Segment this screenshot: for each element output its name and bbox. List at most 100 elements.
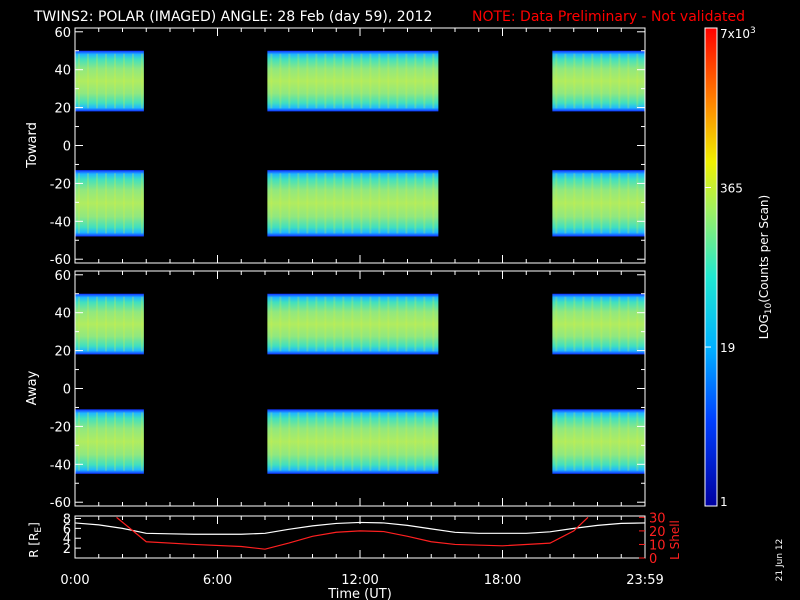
toward-data-stripe [618, 173, 621, 234]
away-data-stripe [315, 412, 318, 471]
toward-data-stripe [423, 53, 426, 109]
toward-data-stripe [396, 53, 399, 109]
toward-data-stripe [315, 173, 318, 234]
away-data-stripe [600, 296, 603, 352]
away-data-stripe [342, 296, 345, 352]
toward-data-stripe [270, 53, 273, 109]
lshell-line [116, 516, 589, 550]
toward-data-block [75, 50, 144, 112]
away-data-stripe [387, 296, 390, 352]
away-data-stripe [114, 412, 116, 471]
radius-tick-label: 2 [63, 542, 71, 557]
generation-date: 21 Jun 12 [775, 539, 785, 582]
away-data-stripe [432, 412, 435, 471]
radius-axis-label: R [RE] [27, 522, 44, 558]
toward-data-stripe [279, 173, 282, 234]
toward-data-stripe [432, 53, 435, 109]
away-data-stripe [132, 296, 134, 352]
toward-data-stripe [114, 173, 116, 234]
toward-data-stripe [369, 173, 372, 234]
away-data-stripe [333, 296, 336, 352]
away-data-stripe [279, 296, 282, 352]
away-ytick-label: 40 [54, 307, 71, 322]
away-data-block [267, 293, 439, 355]
radius-tick-label: 8 [63, 512, 71, 527]
away-data-stripe [114, 296, 116, 352]
toward-data-stripe [555, 53, 558, 109]
away-data-stripe [414, 412, 417, 471]
toward-ytick-label: 40 [54, 64, 71, 79]
away-data-stripe [582, 296, 585, 352]
lshell-tick-label: 20 [649, 525, 666, 540]
colorbar-tick-label: 19 [720, 341, 735, 355]
away-data-stripe [270, 296, 273, 352]
away-data-stripe [105, 412, 107, 471]
toward-ytick-label: 20 [54, 102, 71, 117]
away-data-stripe [609, 412, 612, 471]
time-tick-label: 12:00 [341, 573, 378, 588]
toward-data-block [267, 170, 439, 237]
away-ytick-label: -40 [50, 458, 71, 473]
toward-data-stripe [351, 53, 354, 109]
toward-data-stripe [582, 173, 585, 234]
toward-data-stripe [141, 173, 143, 234]
away-data-stripe [573, 412, 576, 471]
away-data-stripe [564, 412, 567, 471]
away-data-stripe [96, 296, 98, 352]
away-data-block [75, 293, 144, 355]
toward-ytick-label: 0 [63, 140, 71, 155]
away-data-stripe [396, 296, 399, 352]
time-tick-label: 0:00 [60, 573, 89, 588]
toward-data-stripe [360, 53, 363, 109]
toward-data-stripe [306, 173, 309, 234]
away-data-stripe [132, 412, 134, 471]
away-data-stripe [351, 412, 354, 471]
away-ytick-label: 60 [54, 269, 71, 284]
colorbar-max-label: 7x103 [720, 26, 756, 41]
toward-data-stripe [573, 173, 576, 234]
toward-data-block [75, 170, 144, 237]
away-data-stripe [342, 412, 345, 471]
toward-data-stripe [609, 53, 612, 109]
toward-ylabel: Toward [25, 122, 40, 169]
away-data-stripe [96, 412, 98, 471]
away-data-stripe [324, 296, 327, 352]
away-data-stripe [270, 412, 273, 471]
toward-data-stripe [609, 173, 612, 234]
away-data-stripe [423, 412, 426, 471]
lshell-axis-label: L Shell [668, 520, 682, 560]
toward-data-stripe [78, 53, 80, 109]
away-data-stripe [288, 412, 291, 471]
toward-data-stripe [591, 173, 594, 234]
time-axis-label: Time (UT) [327, 587, 392, 600]
toward-data-stripe [333, 53, 336, 109]
toward-data-stripe [288, 53, 291, 109]
toward-data-stripe [387, 173, 390, 234]
lshell-tick-label: 0 [649, 552, 657, 567]
away-ytick-label: 20 [54, 345, 71, 360]
toward-data-stripe [600, 173, 603, 234]
away-data-stripe [297, 412, 300, 471]
toward-data-stripe [423, 173, 426, 234]
toward-data-stripe [123, 53, 125, 109]
toward-data-stripe [396, 173, 399, 234]
toward-data-stripe [414, 173, 417, 234]
toward-data-stripe [555, 173, 558, 234]
away-data-stripe [351, 296, 354, 352]
away-data-stripe [423, 296, 426, 352]
colorbar-tick-label: 1 [720, 495, 728, 509]
away-data-stripe [78, 412, 80, 471]
toward-data-stripe [78, 173, 80, 234]
away-data-stripe [87, 412, 89, 471]
toward-data-stripe [96, 173, 98, 234]
away-data-stripe [279, 412, 282, 471]
away-data-stripe [78, 296, 80, 352]
toward-data-stripe [573, 53, 576, 109]
toward-data-stripe [636, 173, 639, 234]
toward-data-stripe [564, 173, 567, 234]
away-data-stripe [123, 412, 125, 471]
away-data-stripe [564, 296, 567, 352]
away-data-block [552, 409, 645, 474]
